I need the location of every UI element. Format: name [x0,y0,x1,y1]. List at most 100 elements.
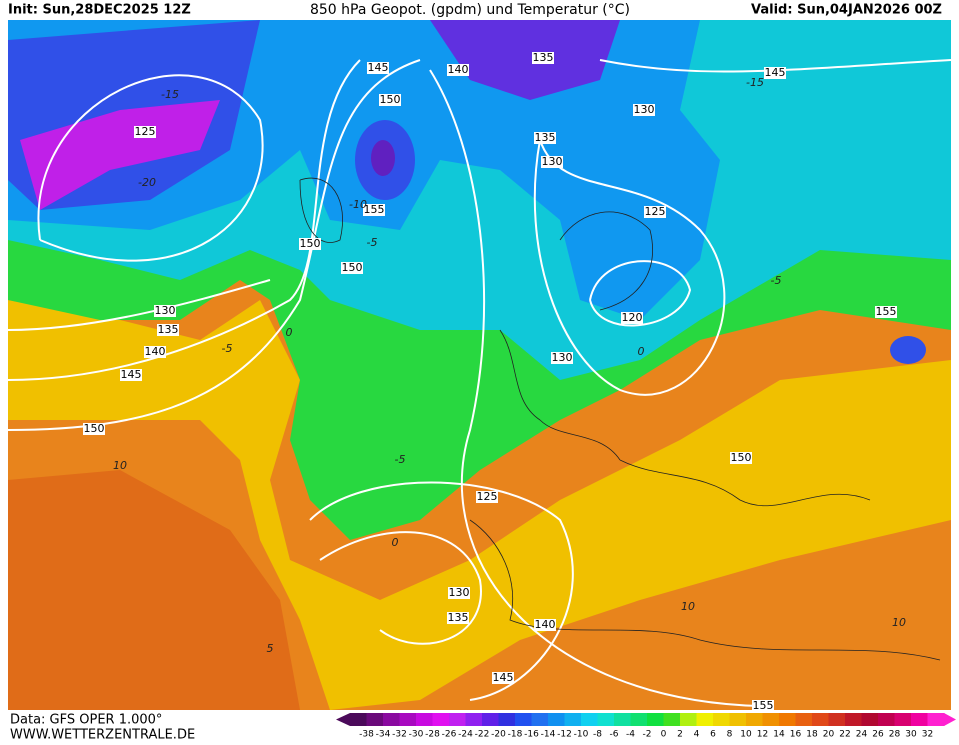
colorbar-label: -34 [376,730,391,740]
colorbar-swatch [449,713,466,726]
label-box [299,238,321,250]
colorbar-label: 0 [661,730,667,740]
label-box [367,62,389,74]
label-box [541,156,563,168]
label-box [447,64,469,76]
colorbar-swatch [597,713,615,726]
colorbar-swatch [812,713,829,726]
label-box [621,312,643,324]
geopotential-label: 135 [533,51,554,64]
colorbar-label: 20 [823,730,835,740]
colorbar-swatch [366,713,384,726]
colorbar: -38 -34 -32 -30 -28 -26 -24 -22 -20 -18 -16 -14 -12-… [336,713,956,740]
colorbar-label: 2 [677,730,683,740]
temperature-label: 0 [638,345,645,358]
temperature-label: -15 [746,76,764,89]
colorbar-label: 8 [727,730,733,740]
colorbar-swatch [564,713,582,726]
colorbar-swatch [894,713,912,726]
label-box [144,346,166,358]
colorbar-swatch [729,713,747,726]
colorbar-swatch [696,713,714,726]
field-yellow [8,300,951,710]
colorbar-label: 16 [790,730,802,740]
geopotential-label: 145 [121,368,142,381]
geopotential-label: 135 [158,323,179,336]
colorbar-arrow-left [336,713,350,726]
label-box [476,491,498,503]
label-box [120,369,142,381]
geopotential-label: 130 [155,304,176,317]
colorbar-swatch [531,713,549,726]
field-warmer [8,470,300,710]
geopotential-label: 145 [493,671,514,684]
geopotential-label: 155 [876,305,897,318]
colorbar-swatch [399,713,417,726]
label-box [633,104,655,116]
colorbar-label: -20 [491,730,506,740]
label-box [644,206,666,218]
geopotential-label: 135 [448,611,469,624]
data-source: Data: GFS OPER 1.000° [10,713,162,728]
label-box [379,94,401,106]
label-box [534,619,556,631]
geopotential-label: 150 [380,93,401,106]
temperature-label: 0 [392,536,399,549]
colorbar-label: -28 [425,730,440,740]
website: WWW.WETTERZENTRALE.DE [10,728,195,742]
geopotential-label: 120 [622,311,643,324]
colorbar-label: -10 [574,730,589,740]
geopotential-label: 130 [542,155,563,168]
colorbar-swatch [515,713,532,726]
valid-time: Valid: Sun,04JAN2026 00Z [751,3,942,18]
colorbar-swatch [878,713,895,726]
colorbar-label: 12 [757,730,768,740]
temperature-label: -20 [138,176,156,189]
geopotential-label: 155 [753,699,774,712]
colorbar-swatch [911,713,928,726]
colorbar-swatch [845,713,862,726]
geopotential-label: 155 [364,203,385,216]
colorbar-label: -2 [643,730,652,740]
colorbar-swatch [713,713,730,726]
geopotential-label: 125 [477,490,498,503]
label-box [448,587,470,599]
label-box [363,204,385,216]
geopotential-label: 130 [634,103,655,116]
label-box [875,306,897,318]
geopotential-label: 130 [552,351,573,364]
colorbar-label: -14 [541,730,556,740]
colorbar-label: -38 [359,730,374,740]
label-box [447,612,469,624]
temperature-label: 10 [892,616,906,629]
colorbar-label: -22 [475,730,490,740]
label-box [764,67,786,79]
temperature-label: -5 [395,453,406,466]
colorbar-label: 14 [773,730,785,740]
temperature-label: -5 [222,342,233,355]
colorbar-swatch [465,713,483,726]
colorbar-swatch [647,713,664,726]
colorbar-swatch [630,713,648,726]
label-box [134,126,156,138]
label-box [730,452,752,464]
colorbar-swatch [383,713,400,726]
colorbar-label: 22 [839,730,850,740]
colorbar-label: -32 [392,730,407,740]
colorbar-swatch [927,713,945,726]
init-time: Init: Sun,28DEC2025 12Z [8,3,191,18]
geopotential-label: 125 [645,205,666,218]
geopotential-label: 140 [145,345,166,358]
temperature-label: 5 [267,642,274,655]
colorbar-label: 4 [694,730,700,740]
colorbar-label: -24 [458,730,473,740]
temperature-label: -5 [367,236,378,249]
geopotential-label: 150 [300,237,321,250]
colorbar-swatch [432,713,450,726]
colorbar-label: 26 [872,730,884,740]
colorbar-label: -30 [409,730,424,740]
label-box [157,324,179,336]
